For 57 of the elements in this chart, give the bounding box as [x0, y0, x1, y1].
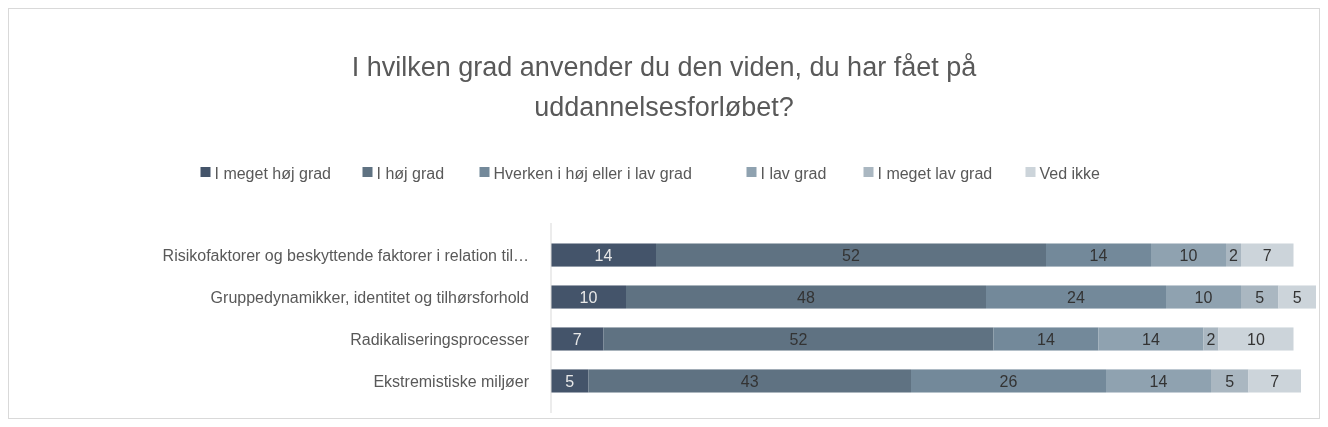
y-tick-label: Risikofaktorer og beskyttende faktorer i relation til…: [162, 246, 529, 264]
bar: [603, 327, 994, 351]
data-label: 7: [1262, 246, 1272, 264]
data-label: 26: [999, 372, 1018, 390]
data-label: 14: [594, 246, 613, 264]
chart-title: I hvilken grad anvender du den viden, du har fået på uddannelsesforløbet?: [351, 52, 978, 122]
data-label: 5: [1225, 372, 1235, 390]
bar: [626, 285, 986, 309]
legend-label: I høj grad: [376, 164, 445, 182]
bar: [1218, 327, 1294, 351]
bar: [911, 369, 1106, 393]
bar: [1241, 285, 1279, 309]
bar: [986, 285, 1166, 309]
legend-label: Hverken i høj eller i lav grad: [493, 164, 692, 182]
bar: [1046, 243, 1151, 267]
bar: [1278, 285, 1316, 309]
data-label: 43: [740, 372, 759, 390]
bar: [588, 369, 911, 393]
data-label: 7: [572, 330, 582, 348]
bar: [1166, 285, 1241, 309]
data-label: 5: [1292, 288, 1302, 306]
legend-label: Ved ikke: [1039, 164, 1101, 182]
bar: [1248, 369, 1301, 393]
data-label: 14: [1089, 246, 1108, 264]
legend-label: I lav grad: [760, 164, 827, 182]
data-label: 2: [1229, 246, 1239, 264]
data-label: 14: [1142, 330, 1160, 348]
bar: [1241, 243, 1294, 267]
data-label: 52: [842, 246, 860, 264]
bar: [1098, 327, 1204, 351]
data-label: 5: [565, 372, 575, 390]
data-label: 10: [1179, 246, 1198, 264]
y-tick-label: Gruppedynamikker, identitet og tilhørsforhold: [210, 288, 529, 306]
data-label: 10: [1247, 330, 1265, 348]
bar: [1106, 369, 1211, 393]
bar: [993, 327, 1099, 351]
bar: [1211, 369, 1249, 393]
data-label: 10: [579, 288, 598, 306]
bar: [551, 243, 656, 267]
bar: [1151, 243, 1226, 267]
bar: [551, 369, 589, 393]
y-tick-label: Radikaliseringsprocesser: [350, 330, 530, 348]
data-label: 10: [1194, 288, 1213, 306]
data-label: 24: [1067, 288, 1085, 306]
data-label: 14: [1149, 372, 1168, 390]
legend-label: I meget høj grad: [214, 164, 331, 182]
data-label: 14: [1037, 330, 1055, 348]
data-label: 5: [1255, 288, 1265, 306]
y-tick-label: Ekstremistiske miljøer: [373, 372, 530, 390]
bar: [551, 285, 626, 309]
data-label: 2: [1206, 330, 1216, 348]
data-label: 7: [1270, 372, 1280, 390]
bar: [656, 243, 1046, 267]
data-label: 48: [797, 288, 815, 306]
data-label: 52: [789, 330, 808, 348]
legend-label: I meget lav grad: [877, 164, 993, 182]
bar: [551, 327, 604, 351]
